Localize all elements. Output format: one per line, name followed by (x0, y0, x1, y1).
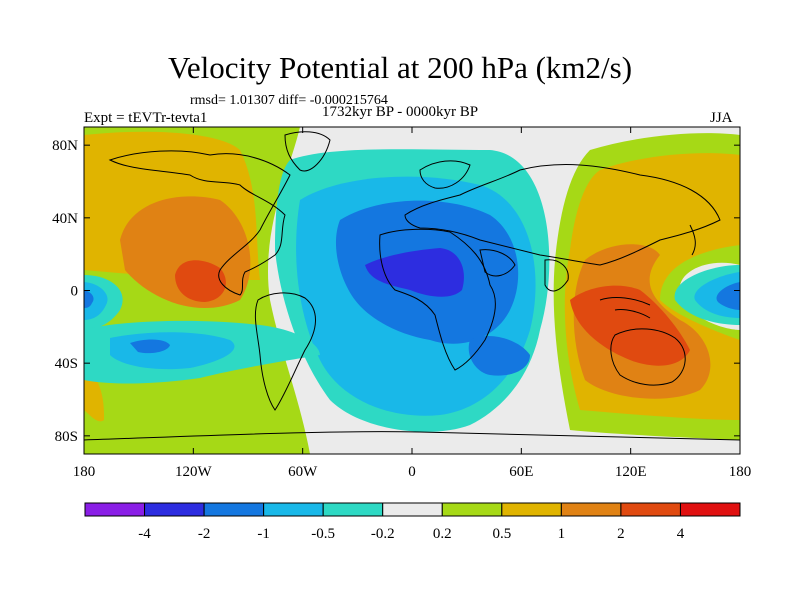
contour-neg-2 (365, 248, 464, 297)
colorbar-swatch (84, 502, 146, 517)
contour-field (84, 127, 740, 454)
contour-pos-west-lower-0.5 (84, 374, 105, 422)
x-tick-label: 60E (509, 464, 533, 480)
coast-eurasia (404, 164, 721, 266)
colorbar-label: 1 (558, 526, 566, 542)
colorbar-swatch (263, 502, 324, 517)
y-tick-label: 40S (55, 356, 78, 372)
x-tick-label: 180 (73, 464, 96, 480)
coast-south-america (254, 292, 316, 411)
x-axis: 180 120W 60W 0 60E 120E 180 (73, 127, 752, 480)
coast-australia (610, 328, 686, 386)
map-title: Velocity Potential at 200 hPa (km2/s) (167, 50, 633, 85)
colorbar-label: 0.2 (433, 526, 452, 542)
colorbar-swatch (203, 502, 265, 517)
coast-north-america (108, 150, 291, 296)
colorbar-swatch (144, 502, 205, 517)
coast-japan (689, 224, 696, 256)
x-tick-label: 180 (729, 464, 752, 480)
contour-pos-east-2 (570, 285, 690, 366)
stats-line: rmsd= 1.01307 diff= -0.000215764 (190, 93, 388, 108)
colorbar-swatch (382, 502, 443, 517)
y-tick-label: 40N (52, 211, 78, 227)
experiment-label: Expt = tEVTr-tevta1 (84, 110, 208, 126)
coast-africa (379, 228, 496, 371)
x-tick-label: 120W (175, 464, 213, 480)
coast-indonesia (599, 297, 651, 319)
contour-neg-south-pacific-1 (130, 339, 170, 354)
colorbar-label: -4 (138, 526, 151, 542)
colorbar-label: -1 (257, 526, 270, 542)
colorbar-label: -0.5 (311, 526, 335, 542)
colorbar-label: 4 (677, 526, 685, 542)
contour-neg-1-south (468, 335, 530, 376)
colorbar-label: 0.5 (492, 526, 511, 542)
colorbar-label: -2 (198, 526, 211, 542)
y-tick-label: 80S (55, 429, 78, 445)
season-label: JJA (710, 110, 733, 126)
colorbar-swatch (322, 502, 384, 517)
colorbar-swatch (679, 502, 741, 517)
y-axis: 80N 40N 0 40S 80S (52, 138, 740, 445)
y-tick-label: 0 (71, 284, 79, 300)
x-tick-label: 0 (408, 464, 416, 480)
colorbar-label: -0.2 (371, 526, 395, 542)
coast-india (544, 259, 569, 292)
contour-neg-west-edge-0.5 (84, 282, 108, 320)
colorbar: -4 -2 -1 -0.5 -0.2 0.2 0.5 1 2 4 (84, 502, 741, 542)
contour-neg-east-edge-1 (716, 282, 740, 310)
contour-neg-west-edge-1 (84, 290, 94, 308)
colorbar-swatch (441, 502, 503, 517)
coast-arabia (479, 249, 516, 277)
contour-pos-west-2 (175, 260, 226, 302)
coast-europe (419, 160, 471, 189)
colorbar-swatch (501, 502, 562, 517)
colorbar-swatch (620, 502, 681, 517)
colorbar-swatch (560, 502, 622, 517)
x-tick-label: 120E (615, 464, 647, 480)
coast-greenland (284, 131, 331, 172)
y-tick-label: 80N (52, 138, 78, 154)
x-tick-label: 60W (288, 464, 318, 480)
period-label: 1732kyr BP - 0000kyr BP (322, 104, 479, 120)
colorbar-label: 2 (617, 526, 625, 542)
